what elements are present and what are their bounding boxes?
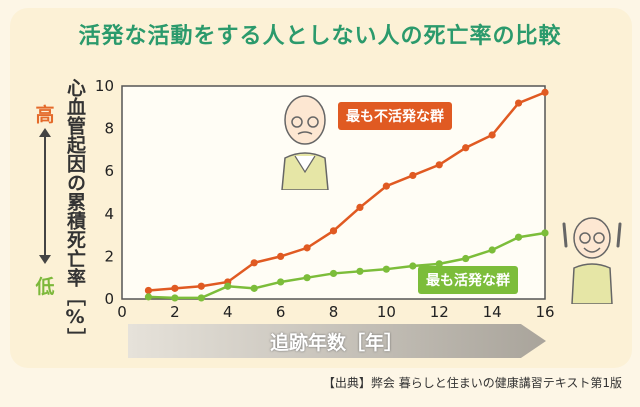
x-tick-label: 4 xyxy=(223,303,233,321)
series-inactive-point xyxy=(250,259,258,267)
series-inactive-point xyxy=(329,227,338,235)
series-active-point xyxy=(303,274,311,282)
y-tick-label: 6 xyxy=(104,162,114,180)
x-axis-arrow xyxy=(128,324,546,358)
series-active-point xyxy=(356,267,364,275)
series-active-point xyxy=(435,260,443,268)
series-inactive-point xyxy=(409,171,417,180)
x-tick-label: 12 xyxy=(430,303,449,321)
series-active-point xyxy=(488,246,496,254)
x-tick-label: 8 xyxy=(329,303,339,321)
series-inactive-point xyxy=(462,144,470,152)
series-active-point xyxy=(409,262,417,270)
y-tick-label: 10 xyxy=(95,77,114,95)
series-active-line xyxy=(148,231,546,300)
x-tick-label: 0 xyxy=(117,303,127,321)
series-inactive-point xyxy=(488,131,496,139)
series-inactive-point xyxy=(356,203,364,212)
elderly-man-inactive-illustration xyxy=(281,95,329,190)
series-active-point xyxy=(250,284,258,292)
y-tick-label: 0 xyxy=(104,290,114,308)
series-active-point xyxy=(277,278,285,286)
series-inactive-point xyxy=(435,161,443,169)
plot-area xyxy=(121,85,546,300)
x-tick-label: 10 xyxy=(377,303,396,321)
x-tick-label: 2 xyxy=(170,303,180,321)
up-down-arrow-icon xyxy=(39,128,51,264)
y-axis-label: 心血管起因の累積死亡率［%］ xyxy=(64,78,86,347)
legend-active-group: 最も活発な群 xyxy=(418,266,518,294)
x-axis-label: 追跡年数［年］ xyxy=(270,332,404,354)
series-active-point xyxy=(144,293,153,301)
series-inactive-point xyxy=(197,282,205,290)
series-active-point xyxy=(171,294,179,302)
series-inactive-point xyxy=(277,252,285,260)
series-active-point xyxy=(197,294,205,302)
series-inactive-point xyxy=(382,182,390,190)
series-active-point xyxy=(382,265,390,273)
series-active-point xyxy=(224,282,232,290)
elderly-man-active-illustration xyxy=(562,217,622,304)
y-tick-label: 4 xyxy=(104,205,114,223)
source-note: 【出典】弊会 暮らしと住まいの健康講習テキスト第1版 xyxy=(322,376,622,390)
legend-inactive-group: 最も不活発な群 xyxy=(338,102,452,130)
chart-title: 活発な活動をする人としない人の死亡率の比較 xyxy=(78,24,562,49)
y-tick-label: 8 xyxy=(104,120,114,138)
series-inactive-point xyxy=(541,88,549,96)
series-inactive-point xyxy=(171,284,179,292)
series-inactive-point xyxy=(303,244,311,252)
series-inactive-line xyxy=(148,91,546,292)
y-tick-label: 2 xyxy=(104,247,114,265)
series-active-point xyxy=(462,254,470,263)
y-low-label: 低 xyxy=(35,276,55,298)
series-active-point xyxy=(541,229,549,237)
x-tick-label: 16 xyxy=(535,303,554,321)
series-inactive-point xyxy=(144,286,153,295)
x-tick-label: 6 xyxy=(276,303,286,321)
series-active-point xyxy=(329,269,338,278)
y-high-label: 高 xyxy=(35,104,55,126)
series-active-point xyxy=(514,233,523,241)
series-inactive-point xyxy=(514,99,523,107)
x-tick-label: 14 xyxy=(483,303,502,321)
